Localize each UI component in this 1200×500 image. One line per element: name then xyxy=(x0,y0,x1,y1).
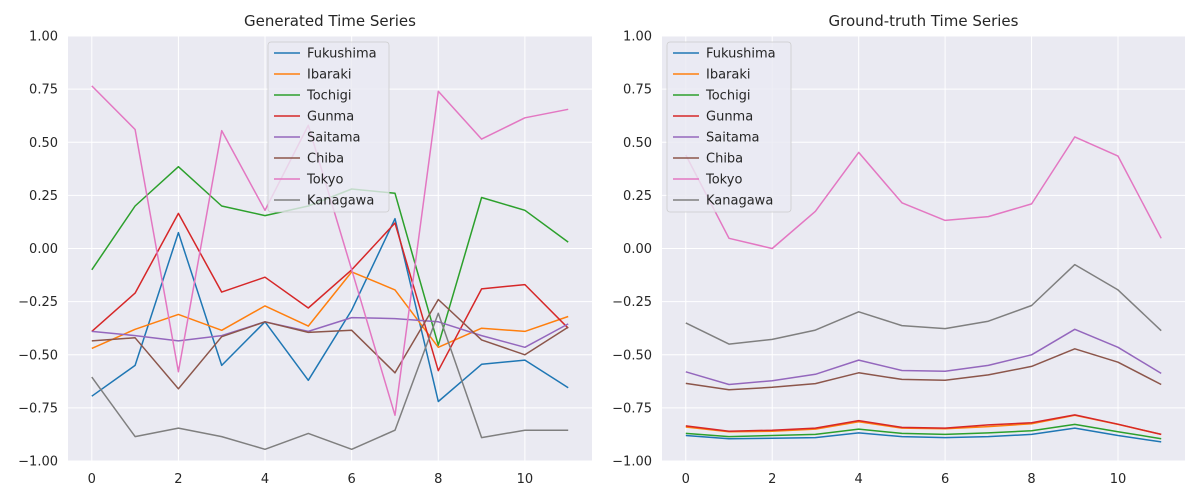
series-line-saitama xyxy=(685,328,1162,386)
y-tick-label: 1.00 xyxy=(29,30,58,45)
y-tick-label: 0.50 xyxy=(623,136,652,151)
x-tick-label: 4 xyxy=(855,472,863,487)
y-tick-label: 1.00 xyxy=(623,30,652,45)
legend-label-gunma: Gunma xyxy=(307,110,354,125)
x-tick-label: 8 xyxy=(434,472,442,487)
ground-truth-time-series-panel: −1.00 −0.75 −0.50 −0.25 0.00 0.25 0.50 0.75 1.00… xyxy=(612,12,1185,487)
y-tick-label: −0.75 xyxy=(612,401,652,416)
series-line-kanagawa xyxy=(685,263,1162,345)
y-tick-label: −0.25 xyxy=(18,295,58,310)
y-tick-label: −0.75 xyxy=(18,401,58,416)
legend-label-tokyo: Tokyo xyxy=(705,173,742,188)
series-line-tochigi xyxy=(685,423,1162,440)
y-tick-label: 0.25 xyxy=(29,189,58,204)
series-line-fukushima xyxy=(91,217,569,403)
legend-label-kanagawa: Kanagawa xyxy=(307,194,374,209)
legend-box xyxy=(267,41,390,213)
y-tick-label: 0.00 xyxy=(623,242,652,257)
generated-time-series-panel: −1.00 −0.75 −0.50 −0.25 0.00 0.25 0.50 0.75 1.00… xyxy=(18,12,592,487)
x-tick-label: 6 xyxy=(941,472,949,487)
series-line-fukushima xyxy=(685,427,1162,443)
series-line-gunma xyxy=(685,414,1162,436)
y-tick-label: 0.00 xyxy=(29,242,58,257)
legend-label-gunma: Gunma xyxy=(706,110,753,125)
y-tick-label: −1.00 xyxy=(612,455,652,470)
legend-label-tochigi: Tochigi xyxy=(306,89,352,104)
x-tick-label: 0 xyxy=(88,472,96,487)
x-tick-label: 6 xyxy=(348,472,356,487)
y-tick-label: 0.25 xyxy=(623,189,652,204)
legend-label-ibaraki: Ibaraki xyxy=(706,68,751,83)
series-line-chiba xyxy=(685,348,1162,391)
legend-label-saitama: Saitama xyxy=(706,131,760,146)
x-tick-label: 4 xyxy=(261,472,269,487)
legend: Fukushima Ibaraki Tochigi Gunma Saitama Chiba… xyxy=(267,41,390,213)
legend-box xyxy=(666,41,792,213)
series-line-tokyo xyxy=(685,136,1162,250)
series-line-ibaraki xyxy=(91,271,569,350)
x-tick-label: 8 xyxy=(1027,472,1035,487)
x-tick-label: 2 xyxy=(174,472,182,487)
legend-label-fukushima: Fukushima xyxy=(307,47,377,62)
legend: Fukushima Ibaraki Tochigi Gunma Saitama Chiba… xyxy=(666,41,792,213)
y-tick-label: −0.25 xyxy=(612,295,652,310)
legend-label-chiba: Chiba xyxy=(706,152,743,167)
legend-label-tokyo: Tokyo xyxy=(306,173,343,188)
chart-title: Ground-truth Time Series xyxy=(829,12,1019,30)
legend-label-kanagawa: Kanagawa xyxy=(706,194,773,209)
x-tick-label: 2 xyxy=(768,472,776,487)
legend-label-ibaraki: Ibaraki xyxy=(307,68,352,83)
series-line-gunma xyxy=(91,212,569,372)
series-line-saitama xyxy=(91,316,569,349)
series-line-kanagawa xyxy=(91,312,569,451)
series-line-chiba xyxy=(91,298,569,390)
x-tick-label: 10 xyxy=(517,472,534,487)
legend-label-tochigi: Tochigi xyxy=(705,89,751,104)
x-tick-label: 10 xyxy=(1110,472,1127,487)
y-tick-label: 0.75 xyxy=(29,83,58,98)
legend-label-fukushima: Fukushima xyxy=(706,47,776,62)
x-tick-label: 0 xyxy=(682,472,690,487)
y-tick-label: −1.00 xyxy=(18,455,58,470)
legend-label-saitama: Saitama xyxy=(307,131,361,146)
y-tick-label: 0.75 xyxy=(623,83,652,98)
y-tick-label: −0.50 xyxy=(612,348,652,363)
y-tick-label: −0.50 xyxy=(18,348,58,363)
chart-title: Generated Time Series xyxy=(244,12,416,30)
legend-label-chiba: Chiba xyxy=(307,152,344,167)
y-tick-label: 0.50 xyxy=(29,136,58,151)
